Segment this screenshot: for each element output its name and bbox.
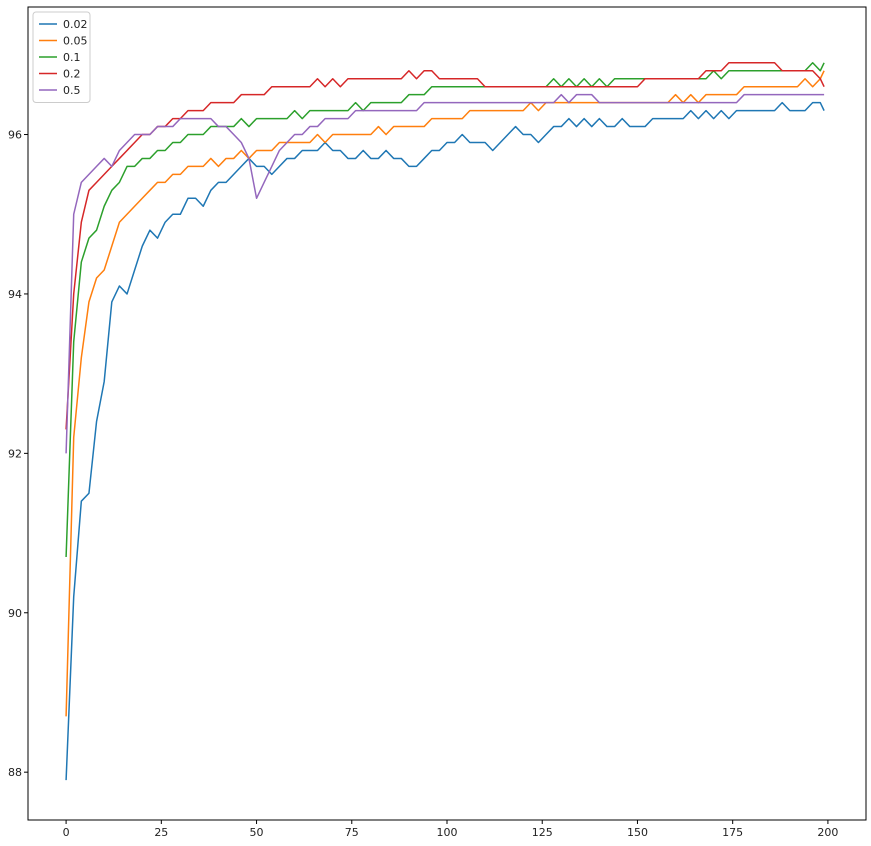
plot-area bbox=[28, 7, 866, 820]
x-tick-label-0: 0 bbox=[63, 826, 70, 839]
legend: 0.02 0.05 0.1 0.2 0.5 bbox=[33, 12, 90, 103]
x-tick-label-3: 75 bbox=[345, 826, 359, 839]
y-tick-label-3: 94 bbox=[8, 288, 22, 301]
x-tick-label-6: 150 bbox=[627, 826, 648, 839]
legend-label-1: 0.05 bbox=[63, 35, 88, 48]
y-tick-label-4: 96 bbox=[8, 129, 22, 142]
x-tick-label-2: 50 bbox=[250, 826, 264, 839]
x-tick-label-4: 100 bbox=[437, 826, 458, 839]
x-axis: 0 25 50 75 100 125 150 175 200 bbox=[63, 820, 839, 839]
y-axis: 88 90 92 94 96 bbox=[8, 129, 28, 780]
x-tick-label-7: 175 bbox=[722, 826, 743, 839]
y-tick-label-2: 92 bbox=[8, 447, 22, 460]
x-tick-label-5: 125 bbox=[532, 826, 553, 839]
x-tick-label-1: 25 bbox=[154, 826, 168, 839]
y-tick-label-1: 90 bbox=[8, 607, 22, 620]
legend-label-4: 0.5 bbox=[63, 84, 81, 97]
x-tick-label-8: 200 bbox=[817, 826, 838, 839]
legend-label-3: 0.2 bbox=[63, 68, 81, 81]
legend-label-2: 0.1 bbox=[63, 51, 81, 64]
legend-label-0: 0.02 bbox=[63, 18, 88, 31]
y-tick-label-0: 88 bbox=[8, 766, 22, 779]
